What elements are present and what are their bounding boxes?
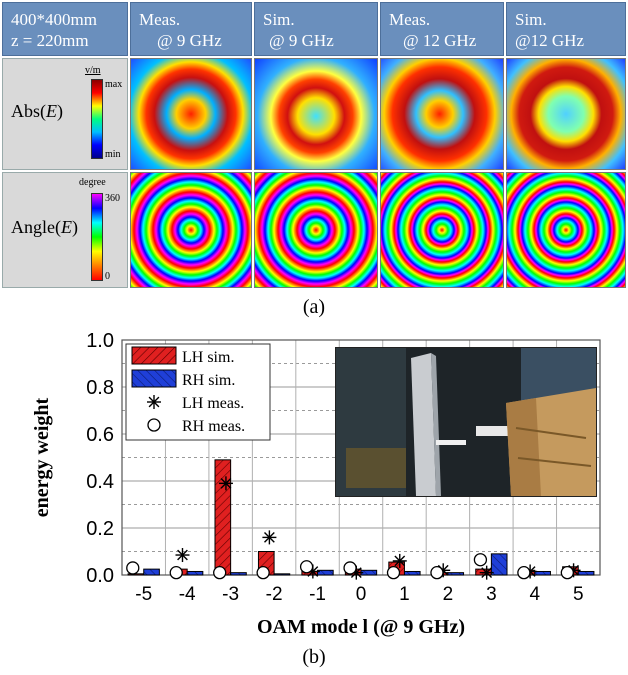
abs-sim-12ghz-image xyxy=(506,58,626,170)
legend-circle-marker xyxy=(147,418,161,432)
angle-colorbar xyxy=(91,193,103,281)
abs-row-label: Abs(E) v/m max min xyxy=(2,58,128,170)
x-tick-label: 1 xyxy=(399,584,410,605)
angle-label: Angle(E) xyxy=(11,217,78,237)
field-maps-panel: 400*400mm z = 220mm Meas. @ 9 GHz Sim. @… xyxy=(0,0,628,292)
abs-min-label: min xyxy=(105,149,121,160)
rh-meas-marker xyxy=(386,565,401,580)
x-tick-label: 0 xyxy=(356,584,367,605)
x-tick-label: -2 xyxy=(266,584,283,605)
column-header-line2: @ 9 GHz xyxy=(157,31,222,50)
rh-meas-marker xyxy=(213,565,227,580)
grid-size-label: 400*400mm xyxy=(11,10,97,29)
x-axis-label: OAM mode l (@ 9 GHz) xyxy=(257,616,465,638)
abs-colorbar xyxy=(91,79,103,159)
rh-sim-bar xyxy=(273,573,291,576)
column-header-4: Sim. @12 GHz xyxy=(506,2,626,56)
caption-a: (a) xyxy=(302,296,326,318)
angle-unit: degree xyxy=(79,177,106,188)
rh-sim-bar xyxy=(230,572,247,576)
legend-label: LH meas. xyxy=(182,395,244,412)
angle-min-label: 0 xyxy=(105,271,110,282)
lh-meas-marker xyxy=(175,548,190,563)
lh-sim-bar xyxy=(214,459,232,576)
abs-label: Abs(E) xyxy=(11,101,63,121)
column-header-line2: @ 9 GHz xyxy=(269,31,334,50)
x-tick-label: -4 xyxy=(179,584,196,605)
rh-sim-bar xyxy=(360,569,378,576)
angle-sim-12ghz-image xyxy=(506,172,626,288)
column-header-1: Meas. @ 9 GHz xyxy=(130,2,252,56)
column-header-line1: Sim. xyxy=(515,10,547,29)
caption-b: (b) xyxy=(302,646,326,668)
rh-meas-marker xyxy=(343,561,357,575)
x-tick-label: 2 xyxy=(443,584,454,605)
antenna-photo-inset xyxy=(335,347,597,497)
abs-max-label: max xyxy=(105,79,123,90)
column-header-line2: @12 GHz xyxy=(515,31,585,50)
legend-swatch xyxy=(131,346,177,365)
rh-sim-bar xyxy=(143,568,160,576)
lh-meas-marker xyxy=(262,530,277,545)
rh-sim-bar xyxy=(534,570,551,576)
abs-unit: v/m xyxy=(85,65,101,76)
rh-meas-marker xyxy=(299,560,314,574)
abs-meas-9ghz-image xyxy=(130,58,252,170)
abs-meas-12ghz-image xyxy=(380,58,504,170)
antenna-photo xyxy=(336,348,596,496)
y-tick-label: 0.0 xyxy=(86,565,114,587)
y-tick-label: 0.6 xyxy=(86,424,114,446)
lh-meas-marker xyxy=(218,476,233,491)
x-tick-label: 4 xyxy=(530,584,541,605)
angle-sim-9ghz-image xyxy=(254,172,378,288)
y-tick-label: 0.8 xyxy=(86,377,114,399)
column-header-line2: @ 12 GHz xyxy=(403,31,477,50)
y-tick-label: 0.4 xyxy=(86,471,114,493)
column-header-line1: Meas. xyxy=(389,10,431,29)
rh-meas-marker xyxy=(473,553,488,567)
legend-label: RH meas. xyxy=(182,418,245,435)
legend-label: RH sim. xyxy=(182,372,235,389)
rh-sim-bar xyxy=(447,572,465,576)
y-tick-label: 0.2 xyxy=(86,518,114,540)
rh-meas-marker xyxy=(256,565,270,580)
rh-meas-marker xyxy=(169,565,183,580)
rh-sim-bar xyxy=(317,569,334,576)
lh-meas-marker xyxy=(479,565,494,580)
distance-label: z = 220mm xyxy=(11,31,89,50)
column-header-2: Sim. @ 9 GHz xyxy=(254,2,378,56)
legend-star-marker xyxy=(147,395,161,409)
legend-swatch xyxy=(131,369,177,388)
rh-sim-bar xyxy=(577,570,595,576)
rh-meas-marker xyxy=(126,561,140,575)
angle-meas-12ghz-image xyxy=(380,172,504,288)
rh-meas-marker xyxy=(560,565,574,580)
angle-meas-9ghz-image xyxy=(130,172,252,288)
x-tick-label: -5 xyxy=(135,584,152,605)
x-tick-label: -3 xyxy=(222,584,239,605)
y-tick-label: 1.0 xyxy=(86,330,114,352)
lh-meas-marker xyxy=(392,553,407,568)
x-tick-label: 3 xyxy=(486,584,497,605)
rh-sim-bar xyxy=(490,553,508,576)
rh-meas-marker xyxy=(517,565,531,580)
grid-size-header: 400*400mm z = 220mm xyxy=(2,2,128,56)
x-tick-label: -1 xyxy=(309,584,326,605)
column-header-3: Meas. @ 12 GHz xyxy=(380,2,504,56)
abs-sim-9ghz-image xyxy=(254,58,378,170)
rh-meas-marker xyxy=(430,565,444,580)
legend-label: LH sim. xyxy=(182,349,234,366)
rh-sim-bar xyxy=(186,570,204,576)
column-header-line1: Meas. xyxy=(139,10,181,29)
angle-max-label: 360 xyxy=(105,193,120,204)
x-tick-label: 5 xyxy=(573,584,584,605)
y-axis-label: energy weight xyxy=(31,397,53,517)
rh-sim-bar xyxy=(403,570,421,576)
angle-row-label: Angle(E) degree 360 0 xyxy=(2,172,128,288)
column-header-line1: Sim. xyxy=(263,10,295,29)
